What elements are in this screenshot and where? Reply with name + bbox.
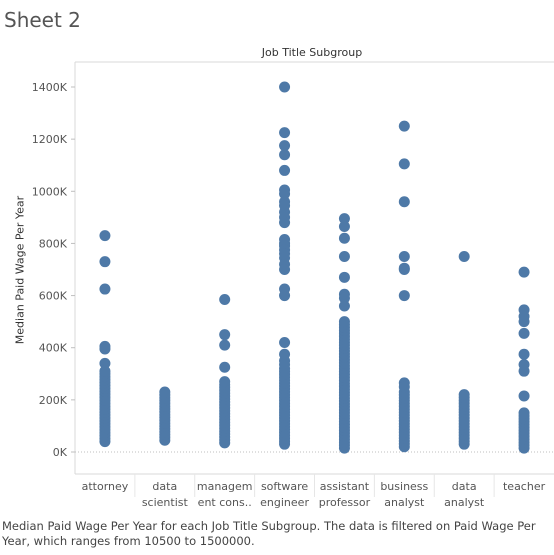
data-point — [518, 266, 530, 278]
data-point — [219, 376, 231, 388]
data-point — [338, 292, 350, 304]
x-category-label: data — [452, 480, 477, 493]
x-category-label: assistant — [320, 480, 370, 493]
data-point — [279, 164, 291, 176]
data-point — [219, 339, 231, 351]
data-point — [338, 213, 350, 225]
data-point — [338, 300, 350, 312]
data-point — [338, 271, 350, 283]
data-point — [398, 250, 410, 262]
y-tick-label: 400K — [39, 342, 68, 355]
y-tick-label: 1200K — [32, 133, 68, 146]
data-point — [159, 386, 171, 398]
y-tick-label: 200K — [39, 394, 68, 407]
data-point — [398, 381, 410, 393]
data-point — [338, 250, 350, 262]
data-point — [458, 250, 470, 262]
data-point — [99, 283, 111, 295]
data-point — [279, 140, 291, 152]
data-point — [99, 343, 111, 355]
data-point — [219, 293, 231, 305]
sheet-title: Sheet 2 — [4, 8, 81, 32]
data-point — [99, 365, 111, 377]
x-category-label: managem — [197, 480, 253, 493]
x-category-label: ent cons.. — [198, 496, 252, 509]
x-category-label: scientist — [142, 496, 189, 509]
data-point — [338, 220, 350, 232]
data-point — [398, 158, 410, 170]
scatter-plot[interactable]: 0K 200K 400K 600K 800K 1000K 1200K 1400K attorne… — [0, 0, 554, 515]
y-tick-label: 1400K — [32, 81, 68, 94]
data-point — [279, 217, 291, 229]
x-category-label: data — [152, 480, 177, 493]
data-marks — [99, 81, 530, 454]
data-point — [338, 316, 350, 328]
data-point — [279, 337, 291, 348]
x-category-label: professor — [319, 496, 371, 509]
data-point — [99, 230, 111, 242]
x-category-label: teacher — [503, 480, 546, 493]
x-category-label: software — [261, 480, 308, 493]
x-category-label: engineer — [260, 496, 309, 509]
x-category-label: business — [380, 480, 428, 493]
data-point — [279, 149, 291, 161]
data-point — [279, 290, 291, 302]
y-tick-label: 1000K — [32, 185, 68, 198]
data-point — [279, 264, 291, 275]
y-tick-label: 600K — [39, 290, 68, 303]
data-point — [99, 357, 111, 369]
data-point — [458, 389, 470, 401]
data-point — [279, 127, 291, 139]
data-point — [219, 361, 231, 373]
x-category-label: analyst — [384, 496, 425, 509]
data-point — [398, 290, 410, 302]
data-point — [518, 348, 530, 360]
data-point — [398, 120, 410, 132]
data-point — [99, 256, 111, 268]
y-tick-label: 800K — [39, 237, 68, 250]
y-tick-label: 0K — [53, 446, 68, 459]
data-point — [398, 196, 410, 208]
data-point — [279, 81, 291, 93]
data-point — [518, 407, 530, 419]
chart-caption: Median Paid Wage Per Year for each Job T… — [2, 519, 536, 548]
data-point — [338, 232, 350, 244]
x-category-label: analyst — [444, 496, 485, 509]
axes: 0K 200K 400K 600K 800K 1000K 1200K 1400K attorne… — [32, 61, 554, 509]
data-point — [518, 390, 530, 402]
data-point — [279, 188, 291, 200]
x-category-label: attorney — [82, 480, 129, 493]
data-point — [398, 264, 410, 275]
data-point — [279, 359, 291, 371]
data-point — [219, 329, 231, 341]
data-point — [518, 327, 530, 339]
chart-title: Job Title Subgroup — [261, 46, 363, 59]
data-point — [518, 316, 530, 328]
data-point — [518, 365, 530, 377]
